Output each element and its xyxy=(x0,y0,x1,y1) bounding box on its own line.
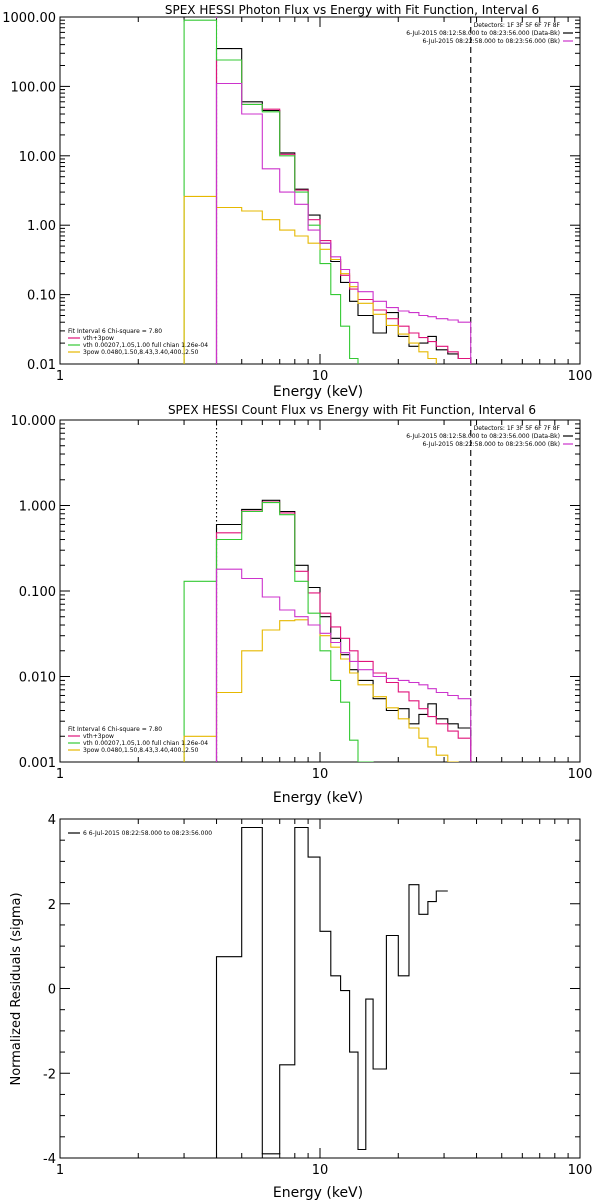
photon-flux-panel: SPEX HESSI Photon Flux vs Energy with Fi… xyxy=(2,3,593,400)
residuals-y-tick-label: -2 xyxy=(43,1067,56,1082)
residuals-legend-left-entry: 6 6-Jul-2015 08:22:58.000 to 08:23:56.00… xyxy=(83,830,212,837)
count-legend-left-entry: Fit Interval 6 Chi-square = 7.80 xyxy=(68,726,162,733)
photon-legend-left-entry: vth+3pow xyxy=(83,335,114,342)
count-legend-right-entry: 6-Jul-2015 08:12:58.000 to 08:23:56.000 … xyxy=(406,433,560,440)
count-flux-panel: SPEX HESSI Count Flux vs Energy with Fit… xyxy=(11,403,593,806)
photon-series-powerlaw xyxy=(183,195,437,364)
photon-x-tick-label: 100 xyxy=(568,369,593,384)
residuals-ylabel: Normalized Residuals (sigma) xyxy=(9,892,24,1085)
photon-legend-right-entry: 6-Jul-2015 08:12:58.000 to 08:23:56.000 … xyxy=(406,30,560,37)
photon-legend-left-entry: 3pow 0.0480,1.50,8.43,3.40,400.,2.50 xyxy=(83,349,199,356)
photon-y-tick-label: 1000.00 xyxy=(2,11,56,26)
count-legend-right-entry: 6-Jul-2015 08:22:58.000 to 08:23:56.000 … xyxy=(422,441,560,448)
photon-series-data xyxy=(215,48,472,364)
residuals-x-tick-label: 1 xyxy=(56,1163,64,1178)
photon-plot-frame xyxy=(59,16,581,365)
count-legend-left-entry: vth+3pow xyxy=(83,733,114,740)
count-title: SPEX HESSI Count Flux vs Energy with Fit… xyxy=(168,403,536,417)
count-y-tick-label: 1.000 xyxy=(19,500,56,515)
residuals-panel: Energy (keV) Normalized Residuals (sigma… xyxy=(9,813,592,1200)
count-x-tick-label: 100 xyxy=(568,767,593,782)
photon-y-tick-label: 0.10 xyxy=(27,289,56,304)
photon-legend-right-entry: Detectors: 1F 3F 5F 6F 7F 8F xyxy=(474,22,561,29)
residuals-y-tick-label: -4 xyxy=(43,1152,56,1167)
count-series-background xyxy=(215,568,472,762)
residuals-x-tick-label: 10 xyxy=(312,1163,329,1178)
photon-series-background xyxy=(215,82,472,364)
count-y-tick-label: 0.010 xyxy=(19,671,56,686)
residuals-y-tick-label: 4 xyxy=(48,813,56,828)
residuals-series-group xyxy=(215,826,448,1158)
count-x-tick-label: 1 xyxy=(56,767,64,782)
count-y-tick-label: 10.000 xyxy=(11,414,57,429)
residuals-series-residual xyxy=(215,826,448,1158)
count-series-group xyxy=(183,499,472,762)
photon-series-total xyxy=(215,59,472,364)
count-xlabel: Energy (keV) xyxy=(273,790,363,806)
photon-series-thermal xyxy=(183,19,359,364)
photon-y-tick-label: 0.01 xyxy=(27,358,56,373)
photon-y-tick-label: 10.00 xyxy=(19,150,56,165)
count-x-tick-label: 10 xyxy=(312,767,329,782)
count-series-total xyxy=(215,501,472,762)
count-legend-right-entry: Detectors: 1F 3F 5F 6F 7F 8F xyxy=(474,425,561,432)
photon-legend-left-entry: vth 0.00207,1.05,1.00 full chian 1.26e-0… xyxy=(83,342,208,349)
photon-title: SPEX HESSI Photon Flux vs Energy with Fi… xyxy=(165,3,539,17)
photon-y-tick-label: 1.00 xyxy=(27,219,56,234)
count-y-tick-label: 0.001 xyxy=(19,756,56,771)
photon-x-tick-label: 1 xyxy=(56,369,64,384)
photon-legend-left-entry: Fit Interval 6 Chi-square = 7.80 xyxy=(68,328,162,335)
residuals-y-tick-label: 2 xyxy=(48,898,56,913)
residuals-xlabel: Energy (keV) xyxy=(273,1185,363,1200)
count-legend-left-entry: 3pow 0.0480,1.50,8.43,3.40,400.,2.50 xyxy=(83,747,199,754)
photon-legend-right-entry: 6-Jul-2015 08:22:58.000 to 08:23:56.000 … xyxy=(422,38,560,45)
residuals-x-tick-label: 100 xyxy=(568,1163,593,1178)
count-series-powerlaw xyxy=(183,619,459,762)
count-legend-left-entry: vth 0.00207,1.05,1.00 full chian 1.26e-0… xyxy=(83,740,208,747)
photon-xlabel: Energy (keV) xyxy=(273,384,363,400)
count-y-tick-label: 0.100 xyxy=(19,585,56,600)
residuals-y-tick-label: 0 xyxy=(48,983,56,998)
photon-x-tick-label: 10 xyxy=(312,369,329,384)
photon-y-tick-label: 100.00 xyxy=(11,80,57,95)
count-series-thermal xyxy=(183,502,374,762)
photon-series-group xyxy=(183,19,472,364)
